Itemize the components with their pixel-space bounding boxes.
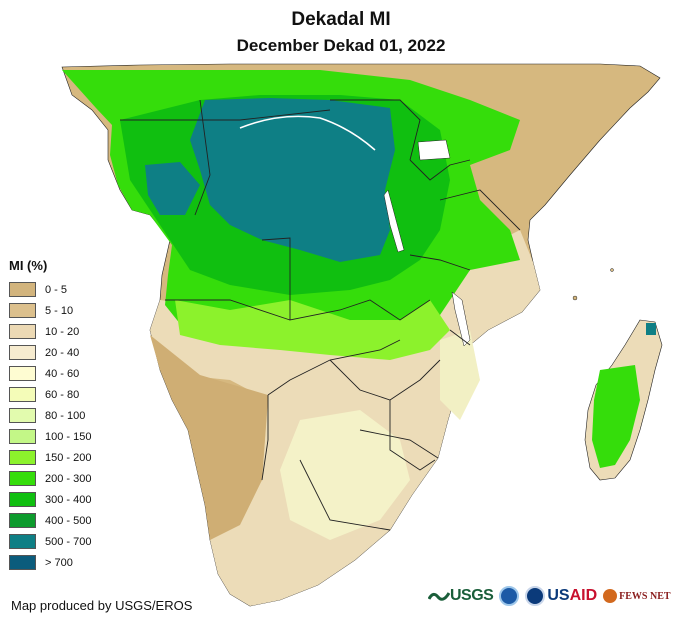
legend-item: 40 - 60 <box>9 363 91 384</box>
legend-item: 100 - 150 <box>9 426 91 447</box>
legend-item: 400 - 500 <box>9 510 91 531</box>
madagascar-green <box>592 365 640 468</box>
legend-label: 60 - 80 <box>45 388 80 401</box>
legend-item: 300 - 400 <box>9 489 91 510</box>
lake-tanganyika <box>383 189 405 253</box>
fews-globe-icon <box>603 589 618 603</box>
island <box>572 295 578 301</box>
legend-label: 100 - 150 <box>45 430 92 443</box>
legend-label: 500 - 700 <box>45 535 92 548</box>
usaid-seal-icon <box>525 586 546 606</box>
congo-river <box>239 115 376 151</box>
legend-label: 80 - 100 <box>45 409 86 422</box>
legend-label: > 700 <box>45 556 73 569</box>
legend-label: 0 - 5 <box>45 283 68 296</box>
legend-swatch <box>9 471 36 486</box>
legend-swatch <box>9 282 36 297</box>
logo-bar: USGS USAID FEWS NET <box>428 586 671 606</box>
legend-swatch <box>9 429 36 444</box>
legend-label: 400 - 500 <box>45 514 92 527</box>
legend-item: 5 - 10 <box>9 300 91 321</box>
legend-item: 80 - 100 <box>9 405 91 426</box>
legend-item: > 700 <box>9 552 91 573</box>
legend-swatch <box>9 450 36 465</box>
country-borders <box>120 99 521 531</box>
usgs-logo: USGS <box>428 587 494 605</box>
green-belt-light <box>175 300 450 360</box>
map-title: Dekadal MI <box>291 9 391 30</box>
legend-label: 150 - 200 <box>45 451 92 464</box>
legend-label: 40 - 60 <box>45 367 80 380</box>
legend: MI (%) 0 - 5 5 - 10 10 - 20 20 - 40 40 - 60 6… <box>9 258 91 573</box>
noaa-logo <box>499 586 520 606</box>
congo-basin-teal <box>190 98 395 262</box>
usaid-logo-text: USAID <box>547 587 598 604</box>
legend-item: 10 - 20 <box>9 321 91 342</box>
madagascar-teal-patch <box>646 323 656 335</box>
lake-victoria <box>417 139 451 161</box>
legend-label: 5 - 10 <box>45 304 74 317</box>
fews-logo-text: FEWS NET <box>619 590 671 602</box>
fews-net-logo: FEWS NET <box>603 589 671 603</box>
legend-items: 0 - 5 5 - 10 10 - 20 20 - 40 40 - 60 60 - 80 8… <box>9 279 91 573</box>
legend-label: 10 - 20 <box>45 325 80 338</box>
southern-africa-mi-map <box>61 63 663 607</box>
namibia-dry <box>150 335 268 540</box>
legend-item: 20 - 40 <box>9 342 91 363</box>
legend-swatch <box>9 534 36 549</box>
pale-patch-south <box>280 410 410 540</box>
legend-swatch <box>9 324 36 339</box>
legend-swatch <box>9 492 36 507</box>
usgs-logo-text: USGS <box>450 587 494 604</box>
legend-item: 500 - 700 <box>9 531 91 552</box>
legend-item: 150 - 200 <box>9 447 91 468</box>
credit-text: Map produced by USGS/EROS <box>11 598 193 613</box>
legend-item: 60 - 80 <box>9 384 91 405</box>
legend-label: 20 - 40 <box>45 346 80 359</box>
usgs-wave-icon <box>428 592 450 601</box>
legend-title: MI (%) <box>9 258 48 273</box>
legend-swatch <box>9 513 36 528</box>
legend-item: 200 - 300 <box>9 468 91 489</box>
legend-swatch <box>9 555 36 570</box>
map-subtitle: December Dekad 01, 2022 <box>236 36 446 55</box>
legend-swatch <box>9 408 36 423</box>
legend-label: 300 - 400 <box>45 493 92 506</box>
legend-swatch <box>9 387 36 402</box>
legend-swatch <box>9 366 36 381</box>
legend-swatch <box>9 303 36 318</box>
island <box>610 268 614 272</box>
usaid-logo: USAID <box>525 586 597 606</box>
pale-patch-mozambique <box>440 330 480 420</box>
gabon-teal <box>145 162 200 215</box>
legend-swatch <box>9 345 36 360</box>
legend-label: 200 - 300 <box>45 472 92 485</box>
legend-item: 0 - 5 <box>9 279 91 300</box>
